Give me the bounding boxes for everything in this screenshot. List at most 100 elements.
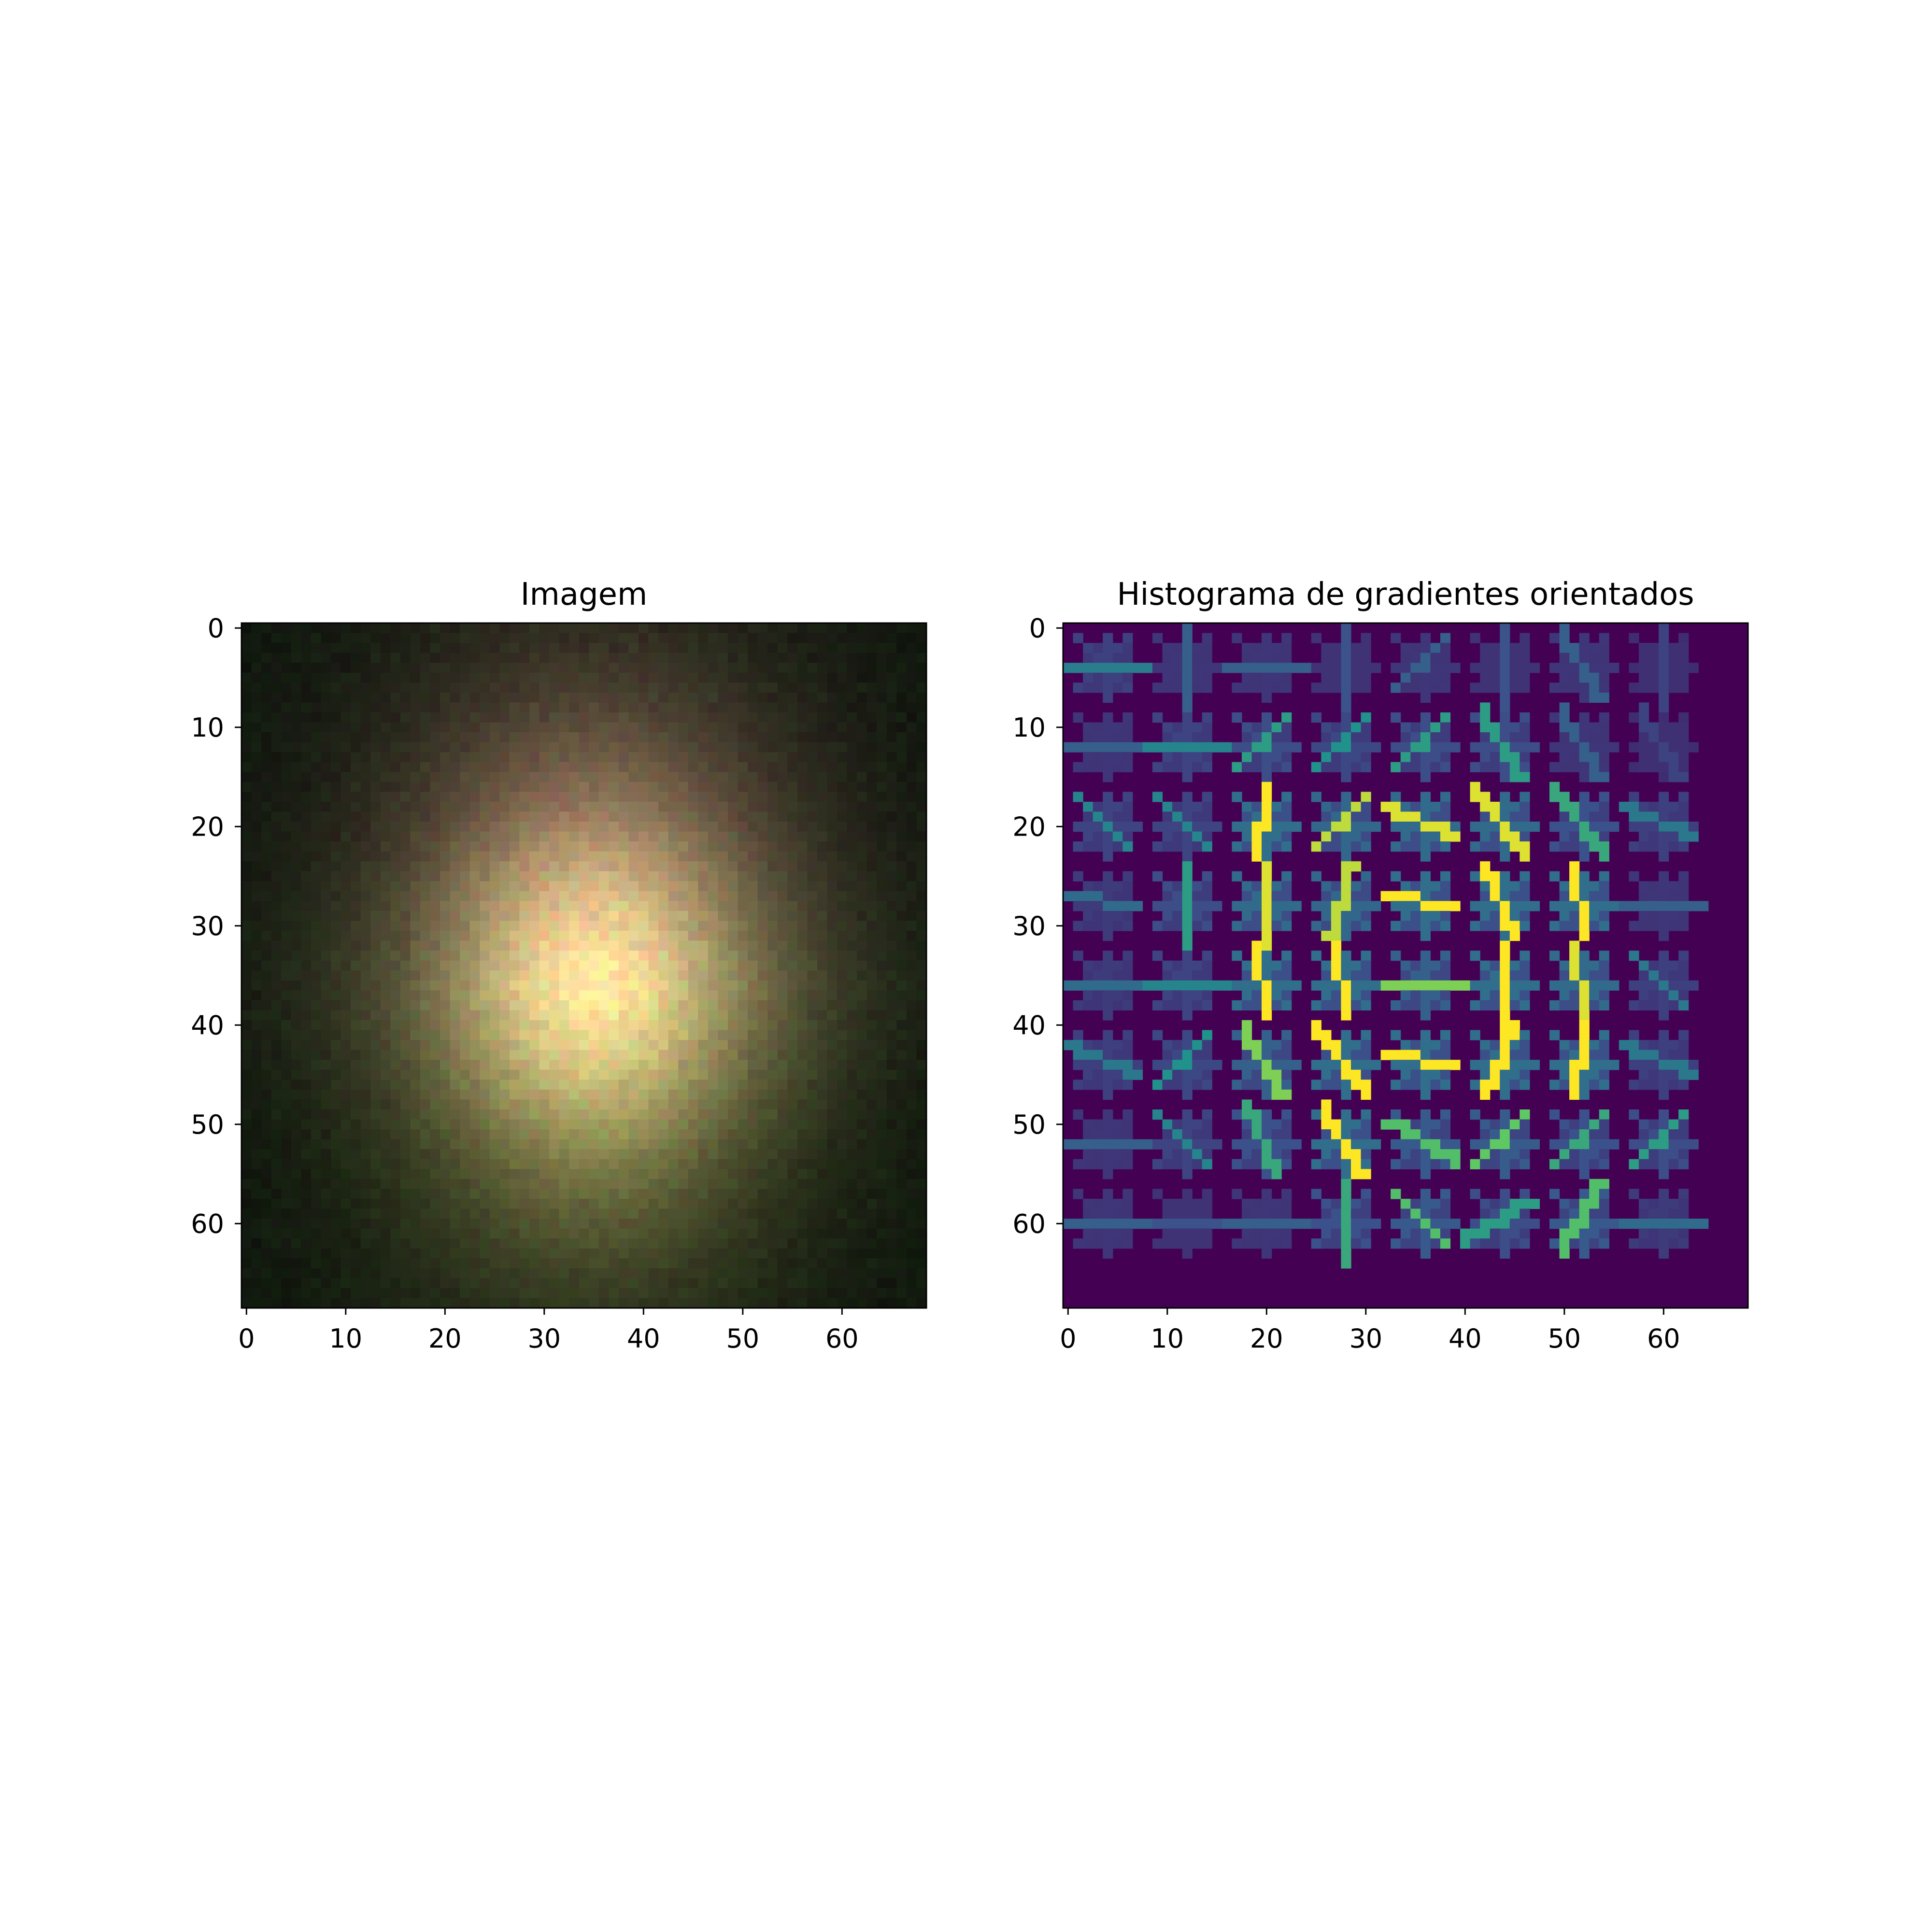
image-pixel <box>549 1219 560 1229</box>
image-pixel <box>777 682 788 693</box>
image-pixel <box>559 980 569 991</box>
image-pixel <box>390 1000 401 1011</box>
image-pixel <box>430 781 440 792</box>
image-pixel <box>708 1198 719 1209</box>
image-pixel <box>370 1198 381 1209</box>
image-pixel <box>509 1099 520 1110</box>
image-pixel <box>430 702 440 713</box>
image-pixel <box>360 1099 371 1110</box>
image-pixel <box>549 1129 560 1140</box>
image-pixel <box>370 921 381 931</box>
image-pixel <box>380 901 391 911</box>
image-pixel <box>757 871 768 881</box>
image-pixel <box>757 910 768 922</box>
hog-pixel <box>1490 653 1500 663</box>
image-pixel <box>460 1238 470 1249</box>
hog-pixel <box>1490 663 1500 673</box>
image-pixel <box>658 901 669 911</box>
image-pixel <box>738 1020 748 1031</box>
image-pixel <box>708 742 719 753</box>
image-pixel <box>341 1089 351 1100</box>
image-pixel <box>390 1060 401 1070</box>
image-pixel <box>777 910 788 922</box>
image-pixel <box>896 1010 907 1021</box>
image-pixel <box>480 623 490 634</box>
image-pixel <box>261 1238 272 1249</box>
image-pixel <box>460 712 470 723</box>
hog-pixel <box>1291 663 1302 673</box>
image-pixel <box>896 881 907 892</box>
image-pixel <box>341 831 351 842</box>
image-pixel <box>668 811 679 822</box>
image-pixel <box>738 712 748 723</box>
image-pixel <box>598 742 609 753</box>
image-pixel <box>718 881 728 892</box>
image-pixel <box>767 1278 778 1289</box>
image-pixel <box>877 980 887 991</box>
image-pixel <box>767 951 778 961</box>
image-pixel <box>380 921 391 931</box>
image-pixel <box>390 891 401 902</box>
hog-pixel <box>1162 672 1173 683</box>
image-pixel <box>569 891 580 902</box>
image-pixel <box>579 623 589 634</box>
hog-pixel <box>1271 643 1282 653</box>
image-pixel <box>906 1159 917 1169</box>
image-pixel <box>460 851 470 862</box>
image-pixel <box>688 633 698 643</box>
image-pixel <box>569 861 580 872</box>
image-pixel <box>509 1040 520 1051</box>
image-pixel <box>877 792 887 802</box>
image-pixel <box>639 702 649 713</box>
hog-pixel <box>1371 663 1381 673</box>
image-pixel <box>440 712 451 723</box>
image-pixel <box>330 901 341 911</box>
image-pixel <box>529 732 540 743</box>
image-pixel <box>618 781 629 792</box>
image-pixel <box>896 1219 907 1229</box>
image-pixel <box>509 623 520 634</box>
image-pixel <box>519 1238 530 1249</box>
image-pixel <box>886 722 897 733</box>
image-pixel <box>480 692 490 703</box>
image-pixel <box>539 1089 550 1100</box>
image-pixel <box>509 633 520 643</box>
image-pixel <box>658 623 669 634</box>
image-pixel <box>847 1198 857 1209</box>
image-pixel <box>639 772 649 782</box>
image-pixel <box>678 1089 689 1100</box>
image-pixel <box>896 831 907 842</box>
image-pixel <box>351 861 361 872</box>
image-pixel <box>370 1278 381 1289</box>
image-pixel <box>519 822 530 832</box>
image-pixel <box>321 940 331 951</box>
image-pixel <box>460 1040 470 1051</box>
image-pixel <box>261 881 272 892</box>
hog-pixel <box>1341 643 1351 653</box>
image-pixel <box>847 1159 857 1169</box>
hog-pixel <box>1589 643 1600 653</box>
image-pixel <box>380 1179 391 1189</box>
image-pixel <box>916 623 927 634</box>
image-pixel <box>460 1288 470 1299</box>
image-pixel <box>757 633 768 643</box>
image-pixel <box>886 841 897 852</box>
image-pixel <box>242 1189 252 1199</box>
image-pixel <box>351 742 361 753</box>
image-pixel <box>539 1179 550 1189</box>
image-pixel <box>460 781 470 792</box>
image-pixel <box>291 692 301 703</box>
image-pixel <box>370 1129 381 1140</box>
image-pixel <box>539 623 550 634</box>
image-pixel <box>896 851 907 862</box>
image-pixel <box>618 633 629 643</box>
image-pixel <box>678 1040 689 1051</box>
image-pixel <box>400 1069 411 1080</box>
image-pixel <box>360 752 371 763</box>
image-pixel <box>281 1149 292 1160</box>
image-pixel <box>460 1050 470 1060</box>
hog-pixel <box>1103 672 1113 683</box>
image-pixel <box>539 990 550 1001</box>
image-pixel <box>460 653 470 663</box>
image-pixel <box>499 881 510 892</box>
